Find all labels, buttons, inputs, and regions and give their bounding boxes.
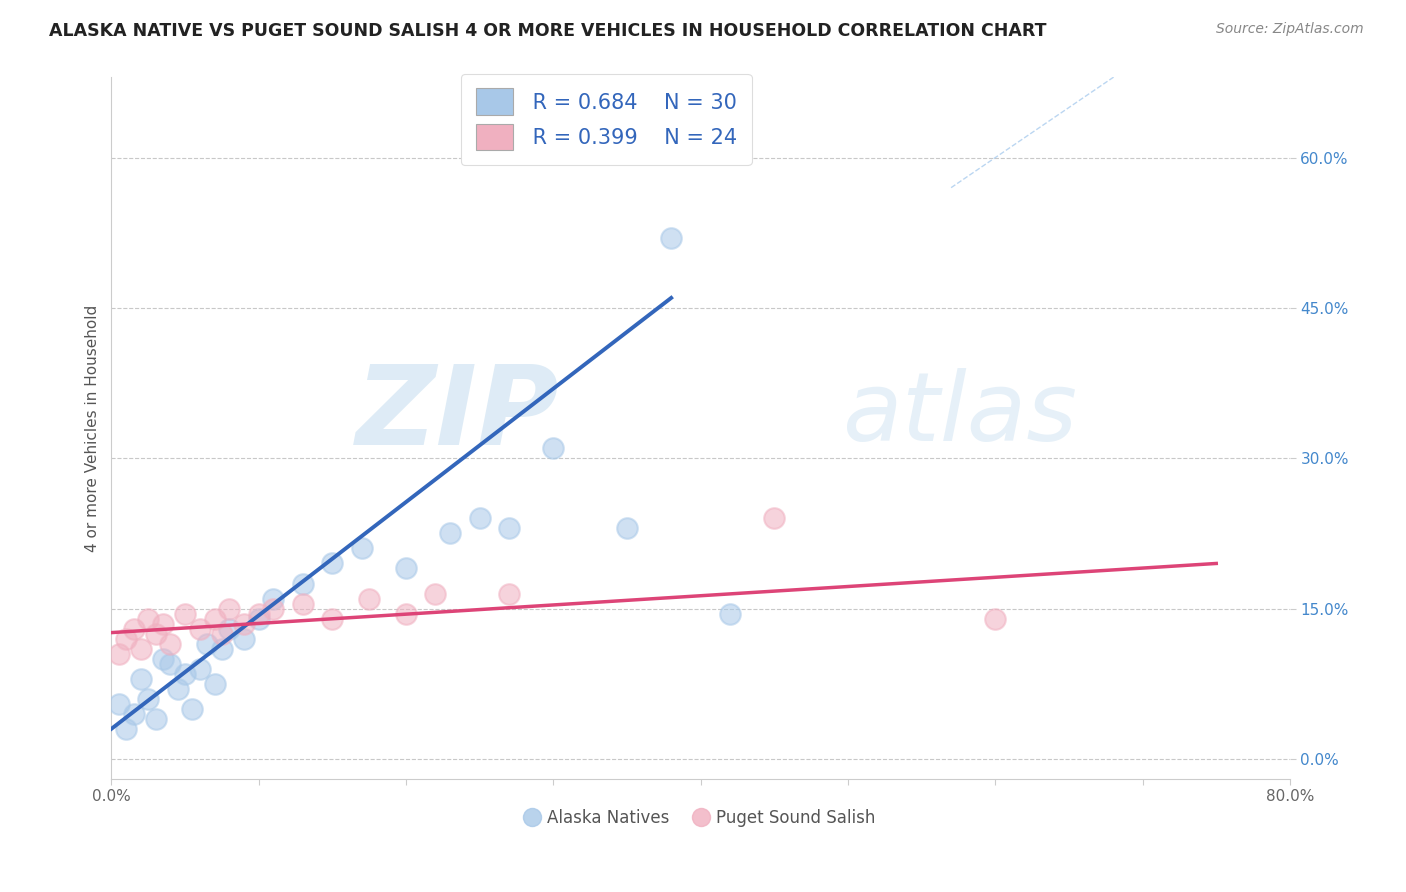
Point xyxy=(122,622,145,636)
Point xyxy=(439,526,461,541)
Point xyxy=(498,521,520,535)
Point xyxy=(145,626,167,640)
Point xyxy=(122,706,145,721)
Point xyxy=(543,441,565,455)
Point xyxy=(425,586,447,600)
Point xyxy=(188,662,211,676)
Point xyxy=(262,601,284,615)
Point xyxy=(166,681,188,696)
Point xyxy=(174,666,197,681)
Point xyxy=(218,601,240,615)
Point xyxy=(763,511,786,525)
Point xyxy=(152,651,174,665)
Point xyxy=(181,702,204,716)
Point xyxy=(718,607,741,621)
Point xyxy=(262,591,284,606)
Point xyxy=(188,622,211,636)
Point xyxy=(129,672,152,686)
Point xyxy=(129,641,152,656)
Point xyxy=(233,632,256,646)
Point xyxy=(247,607,270,621)
Point xyxy=(395,561,418,575)
Point xyxy=(468,511,491,525)
Point xyxy=(107,647,129,661)
Point xyxy=(211,626,233,640)
Point xyxy=(204,611,226,625)
Point xyxy=(136,691,159,706)
Point xyxy=(204,676,226,690)
Point xyxy=(247,611,270,625)
Point xyxy=(321,611,343,625)
Point xyxy=(152,616,174,631)
Point xyxy=(359,591,381,606)
Point xyxy=(145,712,167,726)
Point xyxy=(498,586,520,600)
Point xyxy=(659,231,682,245)
Legend: Alaska Natives, Puget Sound Salish: Alaska Natives, Puget Sound Salish xyxy=(519,803,883,834)
Point xyxy=(136,611,159,625)
Point xyxy=(291,576,314,591)
Point xyxy=(291,597,314,611)
Point xyxy=(984,611,1007,625)
Point xyxy=(211,641,233,656)
Point xyxy=(195,637,218,651)
Y-axis label: 4 or more Vehicles in Household: 4 or more Vehicles in Household xyxy=(86,304,100,552)
Text: Source: ZipAtlas.com: Source: ZipAtlas.com xyxy=(1216,22,1364,37)
Point xyxy=(107,697,129,711)
Text: ALASKA NATIVE VS PUGET SOUND SALISH 4 OR MORE VEHICLES IN HOUSEHOLD CORRELATION : ALASKA NATIVE VS PUGET SOUND SALISH 4 OR… xyxy=(49,22,1046,40)
Point xyxy=(321,557,343,571)
Point xyxy=(233,616,256,631)
Point xyxy=(115,722,138,736)
Text: atlas: atlas xyxy=(842,368,1077,460)
Point xyxy=(350,541,373,556)
Point xyxy=(616,521,638,535)
Point xyxy=(395,607,418,621)
Text: ZIP: ZIP xyxy=(356,360,560,467)
Point xyxy=(218,622,240,636)
Point xyxy=(159,657,181,671)
Point xyxy=(174,607,197,621)
Point xyxy=(159,637,181,651)
Point xyxy=(115,632,138,646)
